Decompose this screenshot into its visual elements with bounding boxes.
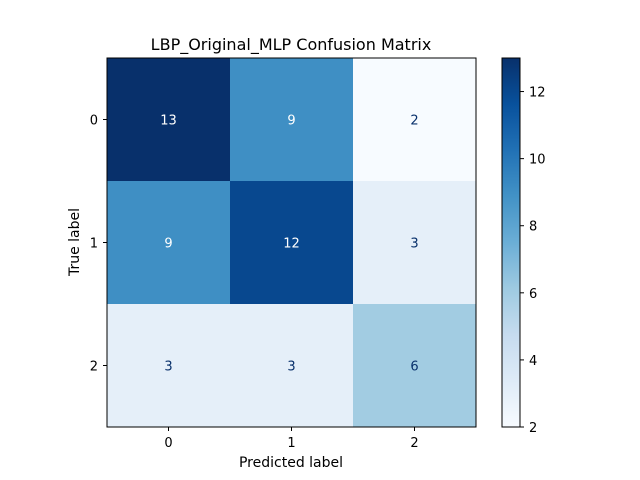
- x-tick-label: 1: [287, 436, 295, 451]
- cell-value-label: 3: [410, 237, 418, 252]
- x-tick-label: 0: [164, 436, 172, 451]
- y-tick-label: 0: [90, 114, 98, 129]
- cell-value-label: 12: [283, 237, 300, 252]
- cell-value-label: 13: [160, 114, 177, 129]
- colorbar-tick-label: 4: [529, 354, 537, 369]
- cell-value-label: 9: [287, 114, 295, 129]
- heatmap-cell: [353, 304, 477, 428]
- colorbar-tick-label: 6: [529, 287, 537, 302]
- cell-value-labels: 13 9 2 9 12 3 3 3 6: [160, 114, 418, 375]
- y-tick-label: 1: [90, 237, 98, 252]
- y-axis: 0 1 2: [90, 114, 107, 375]
- heatmap-cell: [230, 304, 354, 428]
- colorbar-axis: 2 4 6 8 10 12: [520, 86, 546, 436]
- x-axis: 0 1 2: [164, 427, 419, 451]
- y-tick-label: 2: [90, 360, 98, 375]
- heatmap-cell: [230, 181, 354, 305]
- colorbar: [501, 57, 521, 428]
- y-axis-label: True label: [67, 208, 83, 277]
- cell-value-label: 9: [164, 237, 172, 252]
- heatmap-cells: [107, 58, 477, 428]
- heatmap-cell: [353, 58, 477, 182]
- cell-value-label: 3: [287, 360, 295, 375]
- heatmap-cell: [230, 58, 354, 182]
- x-tick-label: 2: [410, 436, 418, 451]
- colorbar-tick-label: 10: [529, 153, 546, 168]
- heatmap-cell: [107, 304, 231, 428]
- heatmap-cell: [353, 181, 477, 305]
- colorbar-tick-label: 2: [529, 421, 537, 436]
- colorbar-tick-label: 12: [529, 86, 546, 101]
- cell-value-label: 3: [164, 360, 172, 375]
- cell-value-label: 6: [410, 360, 418, 375]
- cell-value-label: 2: [410, 114, 418, 129]
- chart-title: LBP_Original_MLP Confusion Matrix: [151, 35, 432, 55]
- colorbar-tick-label: 8: [529, 220, 537, 235]
- heatmap-cell: [107, 181, 231, 305]
- heatmap-cell: [107, 58, 231, 182]
- x-axis-label: Predicted label: [239, 455, 343, 471]
